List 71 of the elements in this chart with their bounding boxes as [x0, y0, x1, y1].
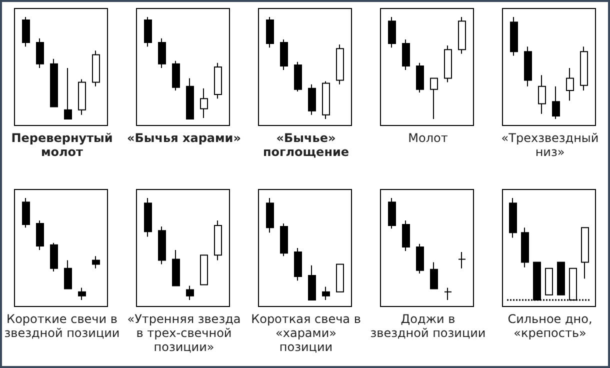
candlestick	[158, 38, 166, 68]
candlestick	[280, 223, 288, 257]
candlestick	[444, 287, 452, 300]
text: Сильное дно, «крепость»	[506, 312, 594, 340]
candlestick	[308, 264, 316, 300]
candlestick	[322, 286, 330, 300]
candlestick	[580, 46, 588, 91]
candlestick	[308, 84, 316, 116]
candlestick	[22, 198, 30, 228]
text: «Бычье» поглощение	[262, 131, 350, 159]
candlestick	[521, 227, 529, 268]
candlestick	[581, 227, 589, 280]
candlestick	[200, 88, 208, 118]
text: «Утренняя звезда в трех-свечной позиции»	[126, 312, 242, 354]
candlestick	[294, 61, 302, 92]
text: Короткие свечи в звездной позиции	[4, 312, 120, 340]
candlestick	[64, 68, 72, 120]
candlestick	[22, 16, 30, 48]
candlestick	[280, 38, 288, 71]
candlestick	[569, 268, 577, 300]
candlestick	[266, 16, 274, 48]
candlestick	[566, 68, 574, 102]
candlestick	[92, 256, 100, 269]
candlestick	[430, 262, 438, 290]
candlestick	[266, 198, 274, 234]
candlestick	[510, 16, 518, 56]
text: «Трехзвездный низ»	[500, 131, 600, 159]
candlestick	[78, 287, 86, 300]
candlestick	[294, 247, 302, 282]
candlestick	[186, 285, 194, 300]
text: Перевернутый молот	[10, 131, 114, 159]
candlestick	[50, 242, 58, 272]
text: Молот	[407, 131, 449, 145]
candlestick	[444, 45, 452, 83]
candlestick	[322, 80, 330, 120]
candlestick	[172, 60, 180, 91]
candlestick	[545, 268, 553, 296]
candlestick	[416, 243, 424, 274]
text: Короткая свеча в «харами» позиции	[250, 312, 362, 354]
candlestick	[158, 226, 166, 265]
candlestick	[64, 260, 72, 290]
candlestick	[200, 254, 208, 286]
candlestick	[78, 78, 86, 116]
candlestick	[416, 62, 424, 93]
candlestick	[388, 16, 396, 48]
candlestick	[538, 74, 546, 114]
candlestick	[36, 220, 44, 251]
candlestick	[144, 16, 152, 48]
candlestick	[402, 38, 410, 71]
candlestick	[92, 50, 100, 87]
candlestick	[172, 250, 180, 286]
candlestick	[144, 198, 152, 238]
candlestick	[533, 262, 541, 300]
candlestick	[388, 198, 396, 230]
candlestick	[524, 46, 532, 87]
candlestick	[402, 220, 410, 252]
candlestick	[557, 262, 565, 296]
candlestick	[509, 198, 517, 238]
candlestick	[336, 264, 344, 292]
candlestick	[36, 38, 44, 68]
candlestick	[458, 16, 466, 54]
text: Доджи в звездной позиции	[370, 312, 486, 340]
candlestick	[430, 78, 438, 120]
candlestick	[214, 220, 222, 261]
candlestick	[214, 62, 222, 100]
candlestick	[552, 86, 560, 120]
candlestick	[458, 252, 466, 269]
candlestick	[50, 58, 58, 108]
text: «Бычья харами»	[126, 131, 242, 145]
candlestick	[336, 44, 344, 85]
candlestick	[186, 78, 194, 120]
